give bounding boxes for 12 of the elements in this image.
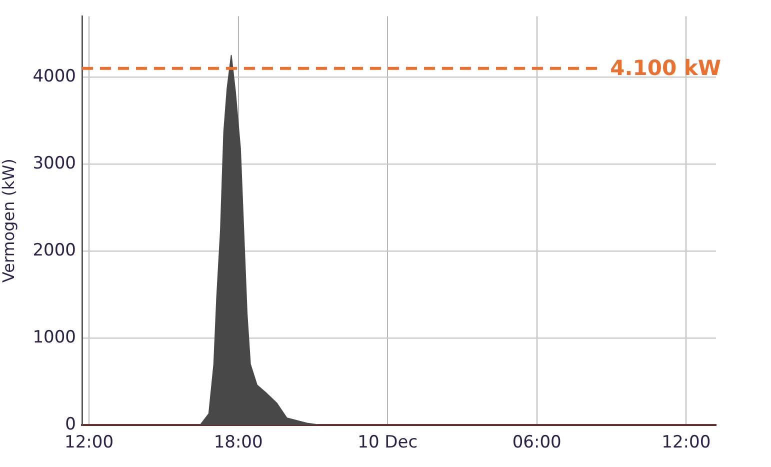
y-tick-label: 1000 [32, 327, 76, 348]
x-tick-label: 12:00 [64, 432, 114, 453]
y-tick-label: 3000 [32, 153, 76, 174]
y-tick-label: 0 [65, 414, 76, 434]
y-tick-label: 2000 [32, 240, 76, 260]
x-tick-label: 06:00 [512, 432, 562, 453]
y-tick-label: 4000 [32, 66, 76, 87]
ref-line-label: 4.100 kW [610, 56, 721, 80]
y-axis-title: Vermogen (kW) [0, 158, 18, 283]
x-tick-label: 18:00 [214, 432, 263, 453]
x-tick-label: 12:00 [662, 432, 711, 453]
x-tick-label: 10 Dec [358, 432, 418, 453]
